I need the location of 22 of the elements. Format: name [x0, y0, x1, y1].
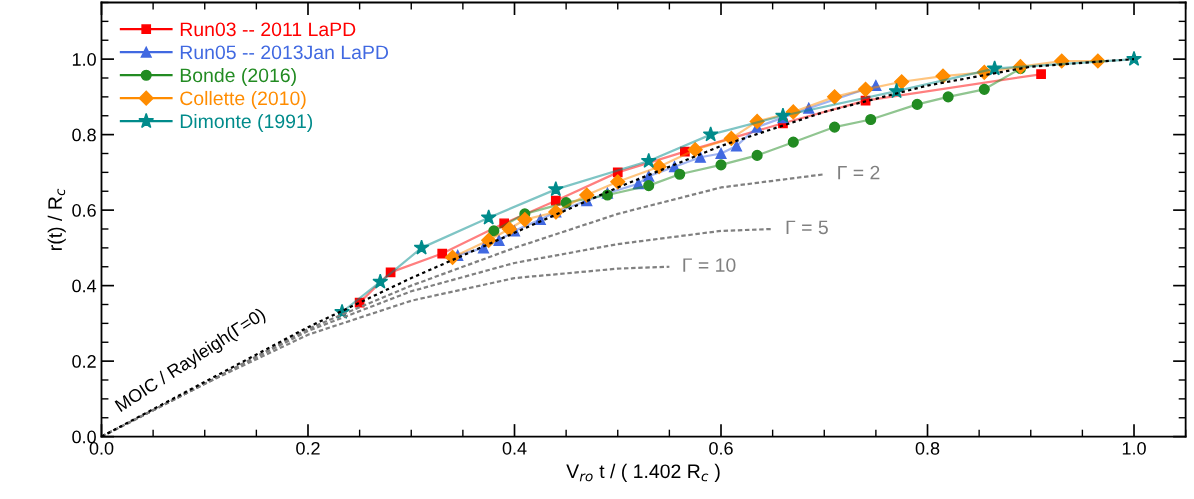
legend-label: Bonde (2016)	[180, 67, 296, 87]
series-label: Γ = 10	[683, 258, 736, 272]
x-tick-label: 0.6	[709, 441, 733, 455]
x-tick-label: 0.8	[915, 441, 940, 455]
legend-label: Collette (2010)	[180, 90, 306, 110]
y-tick-label: 1.0	[72, 53, 96, 66]
legend-label: Run05 -- 2013Jan LaPD	[180, 45, 389, 60]
y-tick-label: 0.6	[72, 204, 96, 217]
legend-label: Run03 -- 2011 LaPD	[180, 22, 356, 37]
legend-label: Dimonte (1991)	[180, 113, 313, 132]
y-tick-label: 0.0	[72, 430, 96, 444]
x-tick-label: 1.0	[1122, 441, 1146, 455]
x-tick-label: 0.0	[89, 441, 114, 455]
series-label: Γ = 2	[838, 165, 880, 180]
series-label: Γ = 5	[786, 220, 828, 235]
x-tick-label: 0.4	[502, 441, 527, 455]
x-tick-label: 0.2	[296, 441, 320, 455]
y-tick-label: 0.8	[72, 128, 96, 142]
x-axis-title: V$_{ro}$ t / ( 1.402 R$_{c}$ )	[566, 463, 720, 482]
y-axis-title: r(t) / R$_{c}$	[47, 188, 66, 250]
y-tick-label: 0.2	[72, 355, 96, 368]
y-tick-label: 0.4	[72, 279, 97, 293]
